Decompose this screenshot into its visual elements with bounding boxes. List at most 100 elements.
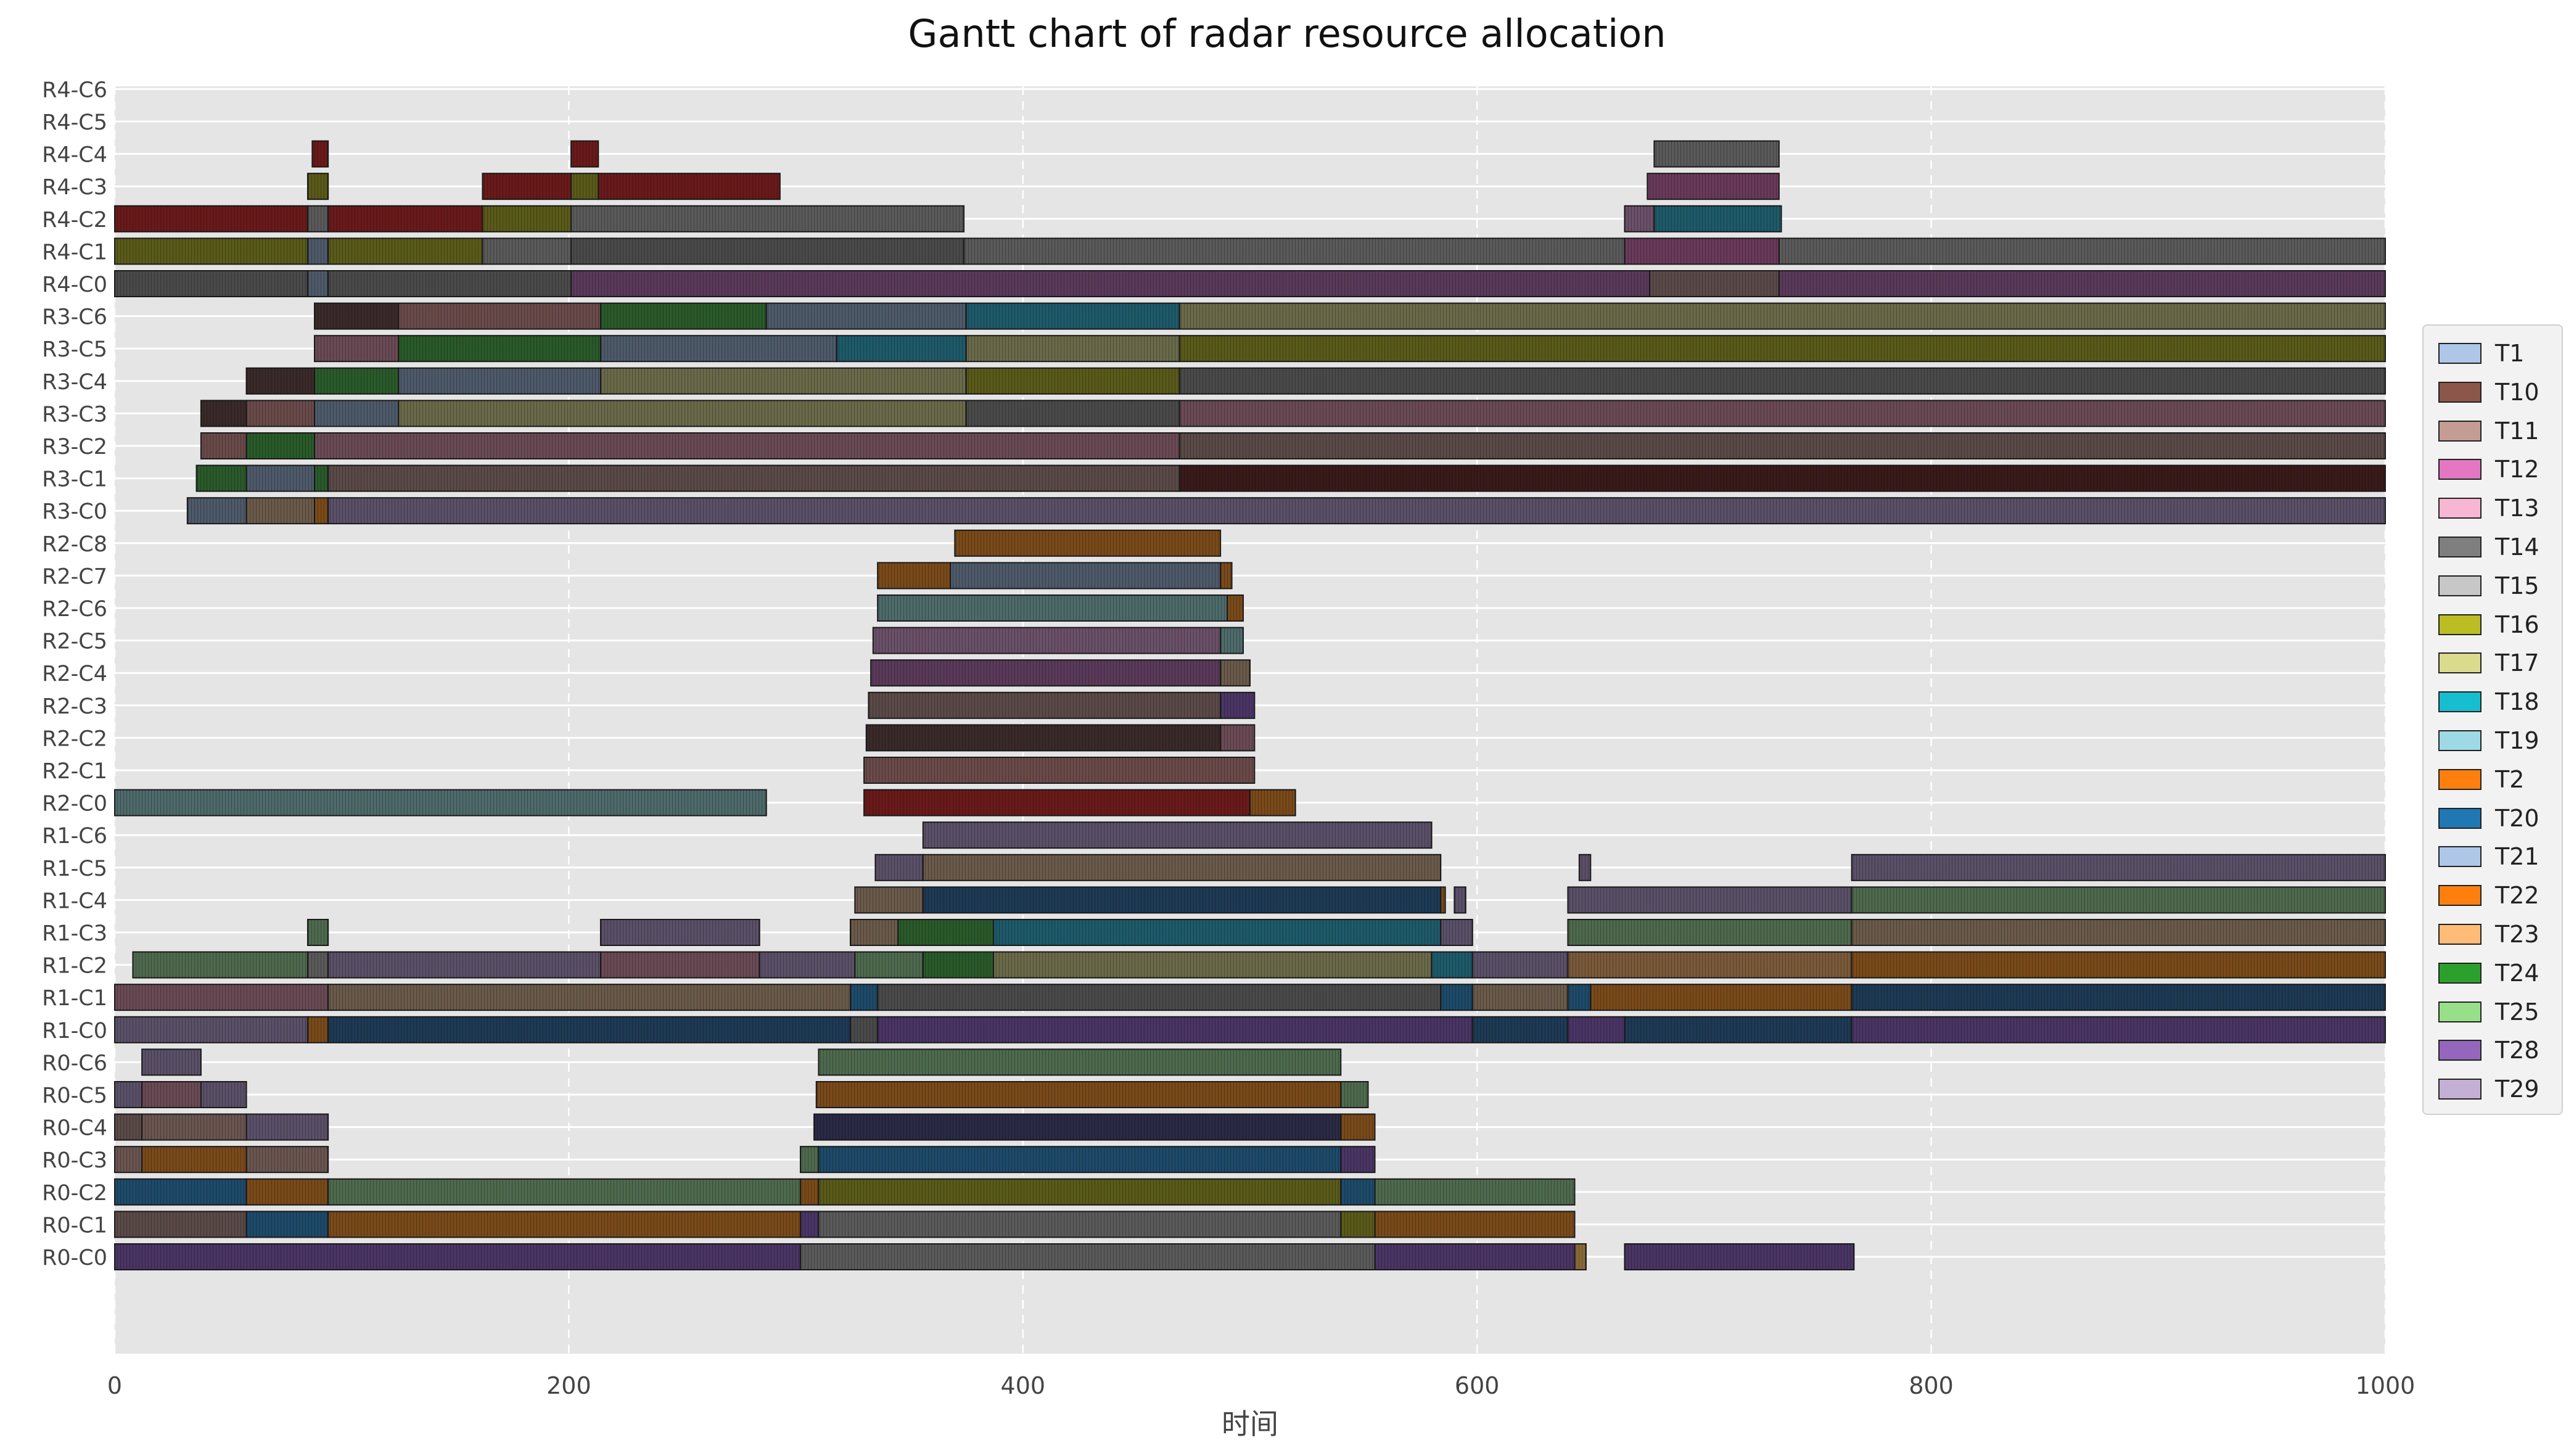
task-bar: [114, 1178, 247, 1206]
task-bar: [1220, 724, 1256, 752]
y-tick-label: R3-C0: [42, 500, 107, 524]
legend-item: T28: [2438, 1035, 2539, 1066]
task-bar: [1440, 984, 1473, 1011]
task-bar: [1178, 432, 2386, 459]
task-bar-hatch: [307, 238, 329, 265]
task-bar: [200, 400, 247, 427]
legend-label: T19: [2495, 727, 2539, 754]
task-bar-hatch: [1851, 952, 2385, 978]
task-bar-hatch: [966, 303, 1180, 329]
task-bar: [1374, 1243, 1576, 1270]
y-tick-label: R1-C2: [42, 954, 107, 979]
task-bar-hatch: [878, 562, 950, 589]
task-bar-hatch: [1647, 173, 1779, 200]
task-bar: [1624, 1016, 1852, 1043]
y-tick-label: R0-C6: [42, 1051, 107, 1076]
task-bar: [1220, 659, 1251, 687]
task-bar-hatch: [307, 1016, 329, 1043]
task-bar-hatch: [1341, 1146, 1375, 1173]
task-bar-hatch: [836, 335, 966, 362]
task-bar-hatch: [115, 1178, 247, 1205]
task-bar-hatch: [398, 303, 601, 329]
task-bar: [306, 173, 329, 200]
task-bar-hatch: [571, 238, 964, 265]
task-bar: [849, 984, 879, 1011]
x-tick-label: 1000: [2356, 1372, 2416, 1399]
task-bar-hatch: [1431, 952, 1473, 978]
task-bar: [1653, 140, 1780, 168]
task-bar-hatch: [1341, 1211, 1375, 1238]
task-bar: [849, 919, 899, 946]
task-bar-hatch: [866, 725, 1221, 751]
task-bar: [874, 853, 924, 881]
task-bar: [327, 951, 601, 979]
task-bar: [815, 1081, 1342, 1108]
task-bar-hatch: [1590, 984, 1852, 1011]
task-bar-hatch: [1654, 205, 1782, 232]
task-bar: [200, 1081, 247, 1108]
task-bar: [327, 237, 483, 265]
task-bar: [1227, 594, 1244, 622]
task-bar-hatch: [878, 984, 1441, 1011]
task-bar: [1851, 1016, 2386, 1043]
task-bar-hatch: [571, 271, 1650, 297]
task-bar: [992, 951, 1433, 979]
task-bar: [245, 1178, 329, 1206]
y-tick-labels: R0-C0 R0-C1 R0-C2 R0-C3 R0-C4 R0-C5 R0-C6 R1-C0…: [42, 78, 107, 1270]
task-bar-hatch: [850, 919, 898, 945]
legend-item: T2: [2438, 764, 2524, 795]
legend-swatch: [2438, 807, 2481, 829]
task-bar: [306, 237, 329, 265]
y-tick-label: R0-C1: [42, 1213, 107, 1238]
y-tick-label: R1-C6: [42, 824, 107, 849]
task-bar-hatch: [1851, 984, 2385, 1011]
task-bar: [1567, 886, 1852, 914]
legend-swatch: [2438, 924, 2481, 945]
task-bar: [799, 1146, 820, 1174]
task-bar: [132, 951, 308, 979]
task-bar: [327, 1178, 801, 1206]
task-bar: [482, 237, 572, 265]
task-bar-hatch: [993, 952, 1432, 978]
y-tick-label: R1-C3: [42, 921, 107, 946]
legend-label: T20: [2495, 804, 2539, 832]
task-bar: [897, 919, 994, 946]
task-bar: [306, 951, 329, 979]
task-bar: [1178, 367, 2386, 395]
y-tick-label: R4-C3: [42, 175, 107, 200]
task-bar-hatch: [328, 1211, 800, 1238]
task-bar: [1567, 919, 1852, 946]
task-bar: [306, 1016, 329, 1043]
y-tick-label: R4-C0: [42, 273, 107, 297]
task-bar-hatch: [818, 1146, 1341, 1173]
task-bar: [1340, 1211, 1376, 1238]
task-bar-hatch: [1220, 725, 1255, 751]
task-bar-hatch: [766, 303, 966, 329]
x-tick-label: 600: [1455, 1372, 1500, 1399]
task-bar-hatch: [1375, 1178, 1575, 1205]
task-bar-hatch: [1179, 368, 2385, 394]
legend-label: T24: [2495, 959, 2539, 987]
task-bar-hatch: [115, 984, 329, 1011]
task-bar-hatch: [1579, 854, 1591, 881]
task-bar-hatch: [187, 498, 247, 524]
task-bar-hatch: [1375, 1244, 1575, 1270]
task-bar-hatch: [898, 919, 993, 945]
task-bar-hatch: [315, 498, 329, 524]
task-bar: [799, 1243, 1376, 1270]
task-bar: [186, 497, 247, 525]
task-bar-hatch: [482, 173, 572, 200]
task-bar: [314, 302, 400, 330]
legend-swatch: [2438, 498, 2481, 519]
task-bar: [1471, 1016, 1569, 1043]
task-bar-hatch: [328, 1178, 800, 1205]
task-bar: [314, 367, 400, 395]
task-bar: [759, 951, 856, 979]
legend-label: T28: [2495, 1037, 2539, 1064]
task-bar-hatch: [1568, 984, 1591, 1011]
task-bar: [1567, 951, 1852, 979]
task-bar-hatch: [1472, 952, 1568, 978]
task-bar-hatch: [855, 887, 923, 913]
task-bar-hatch: [1179, 433, 2385, 459]
